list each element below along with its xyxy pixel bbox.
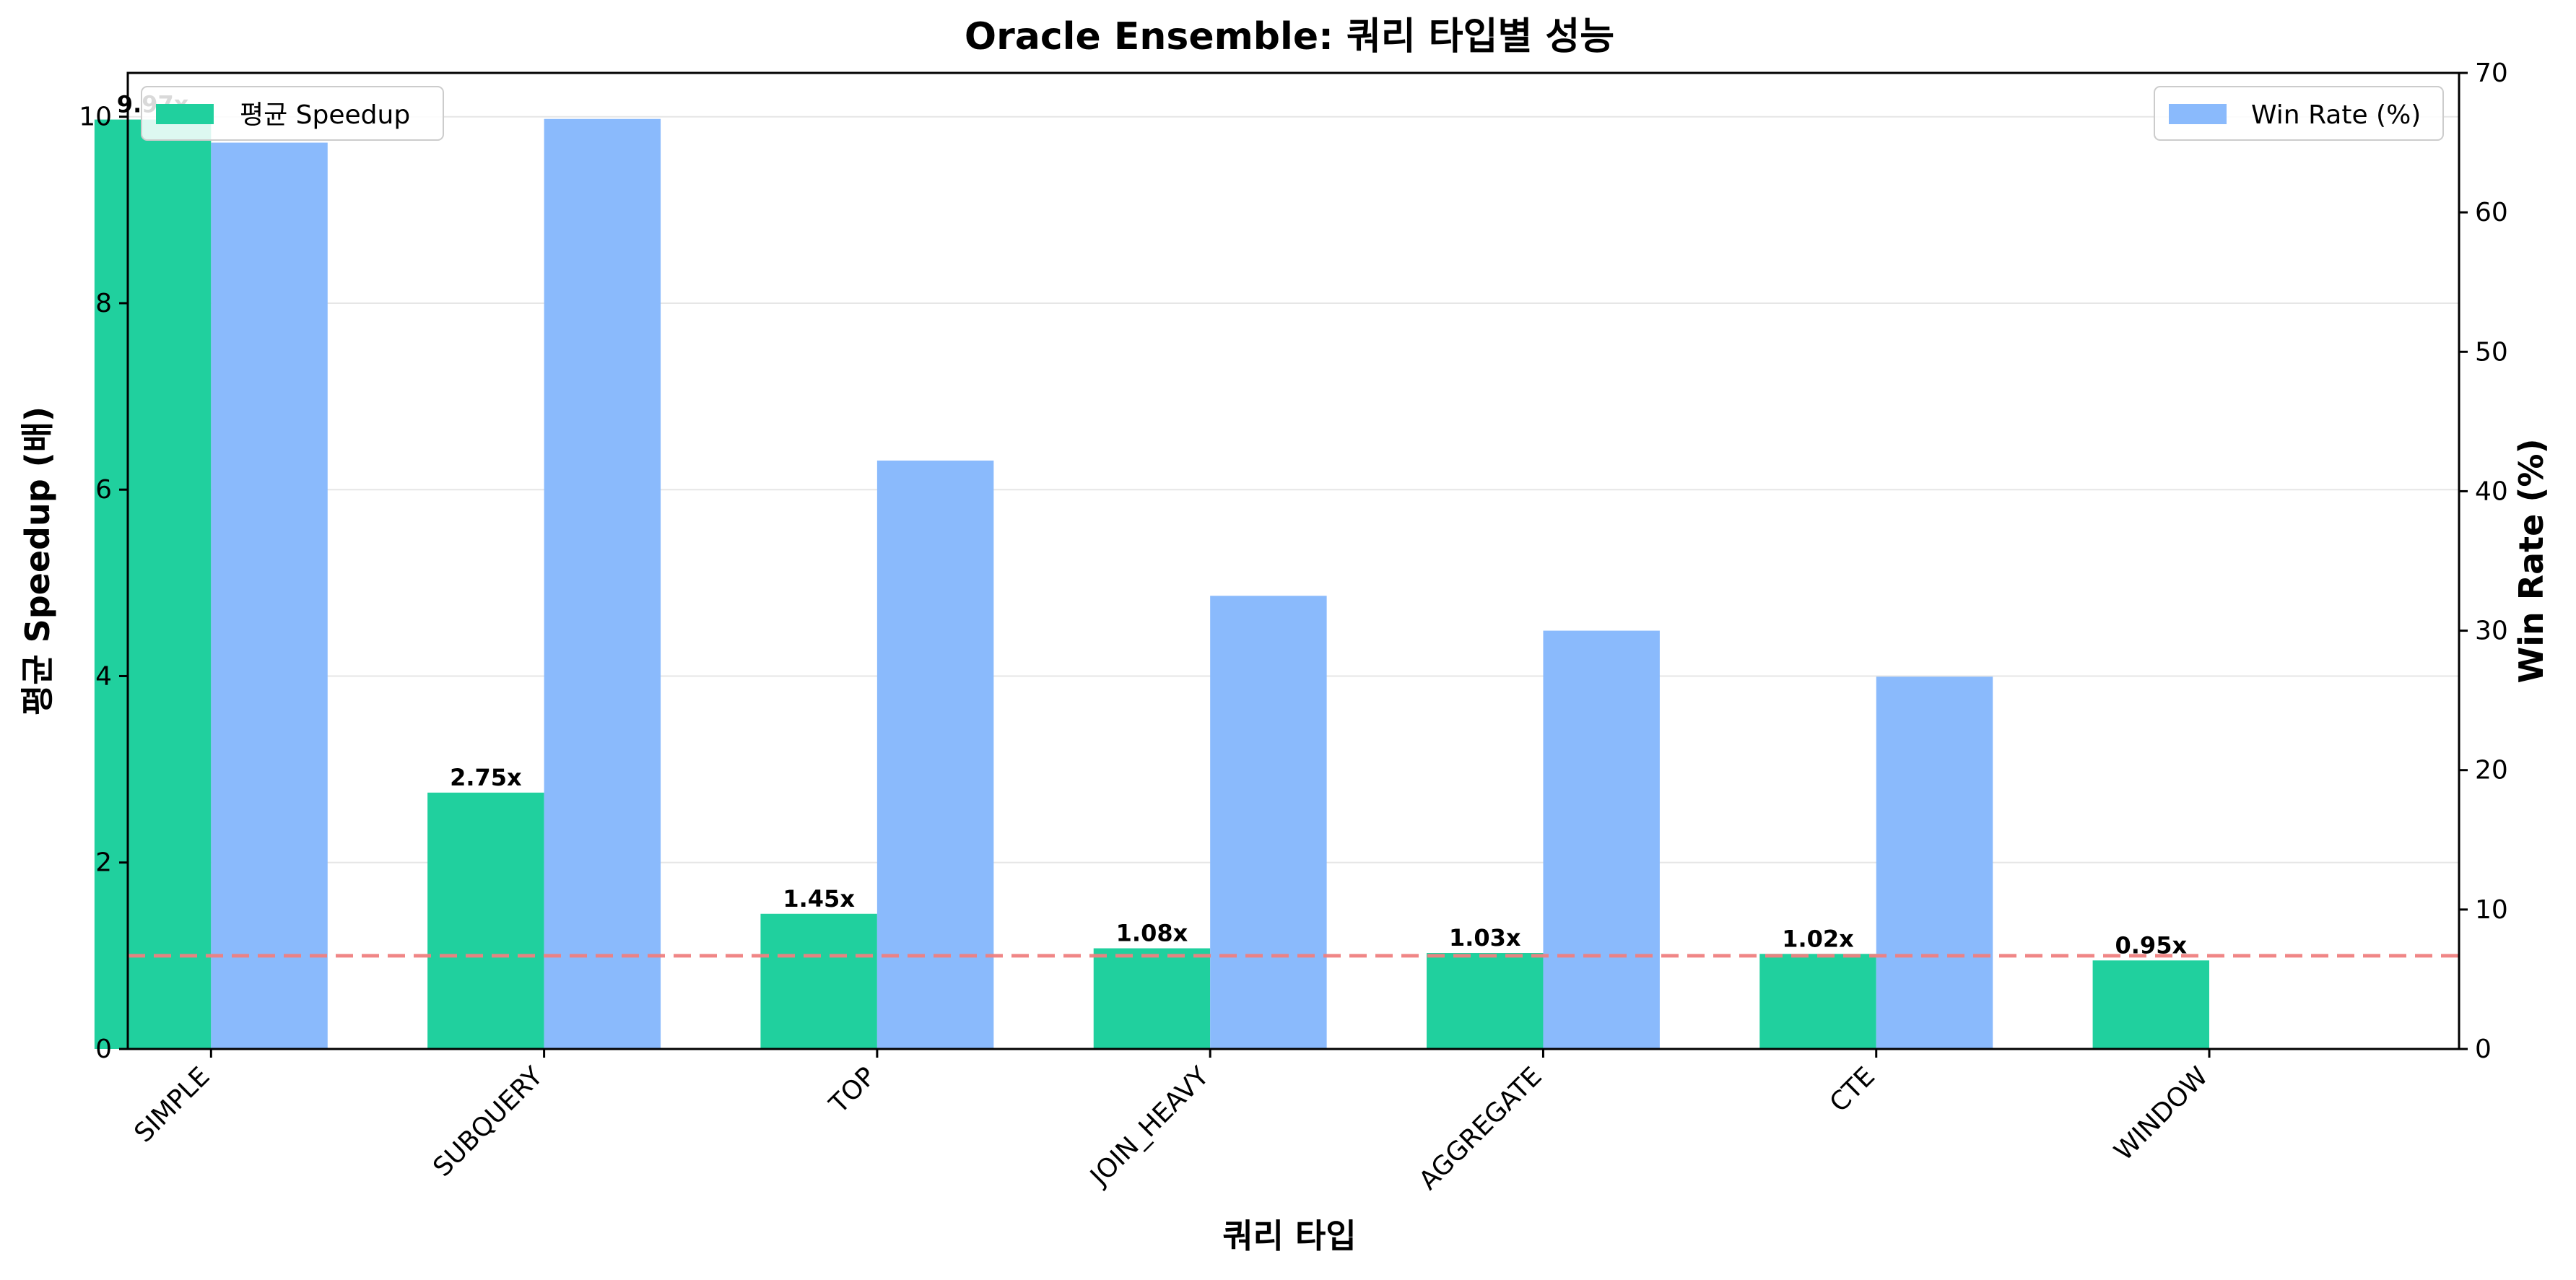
left-y-axis: 0 2 4 6 8 10: [79, 103, 128, 1064]
right-y-tick-label: 70: [2475, 58, 2508, 88]
x-tick-label: SUBQUERY: [427, 1061, 549, 1183]
speedup-data-label: 1.08x: [1116, 920, 1188, 947]
winrate-bar: [1876, 676, 1993, 1049]
speedup-bar: [2092, 960, 2210, 1049]
legend-speedup-frame: [141, 86, 444, 141]
legend-winrate-frame: [2154, 86, 2444, 141]
speedup-bar: [1093, 948, 1211, 1049]
speedup-data-label: 1.02x: [1782, 925, 1854, 952]
x-axis: SIMPLE SUBQUERY TOP JOIN_HEAVY AGGREGATE CTE W…: [129, 1049, 2214, 1196]
right-y-tick-label: 10: [2475, 895, 2508, 925]
speedup-data-label: 2.75x: [450, 764, 522, 791]
legend-speedup-label: 평균 Speedup: [240, 100, 410, 130]
speedup-bar: [427, 792, 544, 1049]
speedup-bars: [94, 119, 2210, 1049]
speedup-data-label: 1.03x: [1449, 924, 1521, 952]
right-y-tick-label: 30: [2475, 617, 2508, 646]
right-y-axis-title: Win Rate (%): [2512, 438, 2551, 683]
x-tick-label: TOP: [824, 1061, 882, 1120]
right-y-tick-label: 0: [2475, 1035, 2492, 1064]
right-y-tick-label: 40: [2475, 476, 2508, 506]
left-y-tick-label: 10: [79, 103, 112, 132]
x-tick-label: AGGREGATE: [1414, 1061, 1548, 1196]
speedup-data-label: 0.95x: [2115, 931, 2188, 959]
right-y-tick-label: 50: [2475, 337, 2508, 367]
left-y-tick-label: 6: [95, 475, 112, 505]
winrate-bar: [544, 118, 661, 1049]
speedup-bar: [760, 913, 877, 1049]
winrate-bar: [876, 460, 994, 1049]
legend-speedup-swatch: [156, 104, 214, 124]
winrate-bar: [211, 142, 328, 1050]
right-y-axis: 0 10 20 30 40 50 60 70: [2459, 58, 2508, 1064]
speedup-bar: [1759, 954, 1876, 1049]
right-y-tick-label: 60: [2475, 198, 2508, 227]
winrate-bars: [211, 118, 1993, 1050]
speedup-bar: [94, 119, 212, 1049]
x-tick-label: JOIN_HEAVY: [1084, 1061, 1215, 1193]
winrate-bar: [1543, 630, 1660, 1049]
left-y-tick-label: 4: [95, 661, 112, 691]
left-y-tick-label: 0: [95, 1035, 112, 1064]
left-y-axis-title: 평균 Speedup (배): [18, 406, 57, 715]
x-tick-label: SIMPLE: [129, 1061, 215, 1148]
legend-winrate-swatch: [2169, 104, 2227, 124]
chart-title: Oracle Ensemble: 쿼리 타입별 성능: [965, 15, 1614, 58]
winrate-bar: [1210, 596, 1327, 1049]
speedup-bar: [1427, 952, 1544, 1049]
legend-winrate: Win Rate (%): [2154, 86, 2444, 141]
right-y-tick-label: 20: [2475, 756, 2508, 785]
x-tick-label: WINDOW: [2109, 1061, 2214, 1167]
left-y-tick-label: 2: [95, 848, 112, 878]
x-tick-label: CTE: [1824, 1061, 1881, 1118]
legend-winrate-label: Win Rate (%): [2251, 100, 2421, 130]
x-axis-title: 쿼리 타입: [1222, 1216, 1356, 1255]
legend-speedup: 평균 Speedup: [141, 86, 444, 141]
left-y-tick-label: 8: [95, 289, 112, 318]
speedup-data-label: 1.45x: [783, 885, 855, 913]
plot-frame: [126, 71, 2460, 1050]
